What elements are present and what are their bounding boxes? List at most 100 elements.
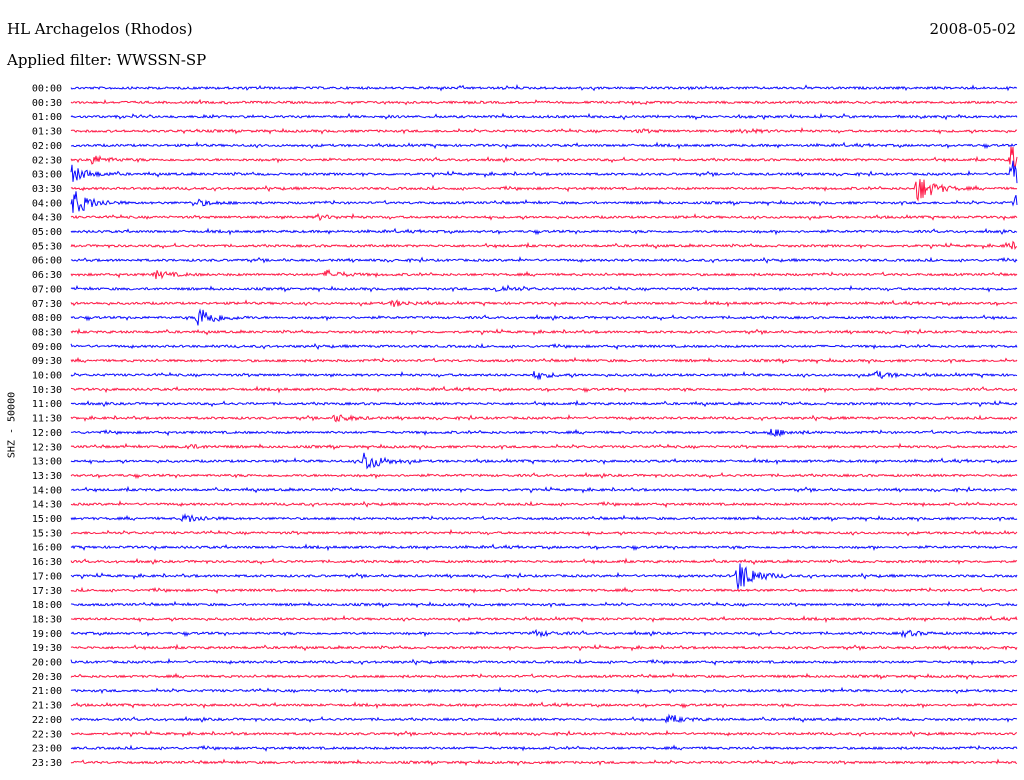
trace-line — [70, 586, 1018, 595]
trace-line — [70, 701, 1018, 710]
time-label: 21:00 — [32, 686, 62, 697]
time-label: 22:30 — [32, 729, 62, 740]
trace-line — [70, 657, 1018, 666]
trace-line — [70, 284, 1018, 293]
time-label: 01:30 — [32, 127, 62, 138]
trace-line — [70, 713, 1018, 724]
trace-line — [70, 342, 1018, 351]
time-label: 16:00 — [32, 543, 62, 554]
trace-line — [70, 758, 1018, 767]
time-label: 10:30 — [32, 385, 62, 396]
trace-line — [70, 600, 1018, 609]
time-label: 21:30 — [32, 701, 62, 712]
time-label: 17:30 — [32, 586, 62, 597]
trace-line — [70, 729, 1018, 738]
time-label: 19:00 — [32, 629, 62, 640]
time-label: 02:30 — [32, 155, 62, 166]
time-label: 08:30 — [32, 327, 62, 338]
trace-line — [70, 141, 1018, 150]
trace-line — [70, 643, 1018, 652]
trace-line — [70, 227, 1018, 236]
time-label: 05:00 — [32, 227, 62, 238]
time-label: 00:30 — [32, 98, 62, 109]
trace-line — [70, 471, 1018, 480]
time-label: 09:00 — [32, 342, 62, 353]
time-label: 15:00 — [32, 514, 62, 525]
time-label: 14:30 — [32, 500, 62, 511]
time-label: 13:00 — [32, 457, 62, 468]
trace-line — [70, 614, 1018, 624]
time-label: 01:00 — [32, 112, 62, 123]
trace-line — [70, 146, 1018, 169]
trace-line — [70, 744, 1018, 752]
trace-line — [70, 370, 1018, 381]
time-label: 19:30 — [32, 643, 62, 654]
time-label: 15:30 — [32, 528, 62, 539]
trace-line — [70, 191, 1018, 213]
time-label: 10:00 — [32, 371, 62, 382]
trace-line — [70, 485, 1018, 494]
time-label: 04:00 — [32, 198, 62, 209]
time-label: 12:30 — [32, 442, 62, 453]
time-label: 22:00 — [32, 715, 62, 726]
time-label: 20:30 — [32, 672, 62, 683]
trace-line — [70, 528, 1018, 537]
time-label: 02:00 — [32, 141, 62, 152]
time-label: 14:00 — [32, 485, 62, 496]
trace-line — [70, 563, 1018, 590]
time-label: 00:00 — [32, 84, 62, 95]
trace-line — [70, 268, 1018, 280]
trace-line — [70, 442, 1018, 451]
trace-line — [70, 512, 1018, 523]
time-label: 16:30 — [32, 557, 62, 568]
time-label: 18:30 — [32, 614, 62, 625]
trace-line — [70, 628, 1018, 639]
time-label: 07:30 — [32, 299, 62, 310]
time-label: 11:00 — [32, 399, 62, 410]
trace-line — [70, 557, 1018, 566]
trace-line — [70, 414, 1018, 423]
time-label: 03:00 — [32, 170, 62, 181]
trace-line — [70, 256, 1018, 264]
time-label: 06:00 — [32, 256, 62, 267]
trace-line — [70, 98, 1018, 106]
trace-line — [70, 84, 1018, 92]
time-label: 23:00 — [32, 744, 62, 755]
trace-line — [70, 428, 1018, 438]
trace-line — [70, 112, 1018, 121]
trace-line — [70, 686, 1018, 695]
time-label: 20:00 — [32, 658, 62, 669]
filter-label: Applied filter: WWSSN-SP — [7, 51, 207, 69]
time-label: 08:00 — [32, 313, 62, 324]
time-label: 11:30 — [32, 414, 62, 425]
time-label: 18:00 — [32, 600, 62, 611]
time-label: 17:00 — [32, 571, 62, 582]
trace-line — [70, 240, 1018, 251]
trace-line — [70, 212, 1018, 222]
trace-line — [70, 500, 1018, 509]
trace-line — [70, 179, 1018, 202]
time-label: 12:00 — [32, 428, 62, 439]
station-title: HL Archagelos (Rhodos) — [7, 20, 193, 38]
trace-line — [70, 299, 1018, 308]
time-label: 06:30 — [32, 270, 62, 281]
trace-line — [70, 385, 1018, 394]
time-label: 09:30 — [32, 356, 62, 367]
trace-line — [70, 327, 1018, 336]
trace-line — [70, 452, 1018, 470]
trace-line — [70, 308, 1018, 326]
trace-line — [70, 356, 1018, 365]
time-label: 05:30 — [32, 241, 62, 252]
trace-line — [70, 543, 1018, 552]
time-label: 13:30 — [32, 471, 62, 482]
time-label: 23:30 — [32, 758, 62, 769]
trace-line — [70, 672, 1018, 681]
trace-line — [70, 126, 1018, 135]
time-label: 04:30 — [32, 213, 62, 224]
trace-line — [70, 399, 1018, 408]
time-label: 03:30 — [32, 184, 62, 195]
trace-line — [70, 160, 1018, 184]
date-label: 2008-05-02 — [929, 20, 1016, 38]
time-label: 07:00 — [32, 284, 62, 295]
